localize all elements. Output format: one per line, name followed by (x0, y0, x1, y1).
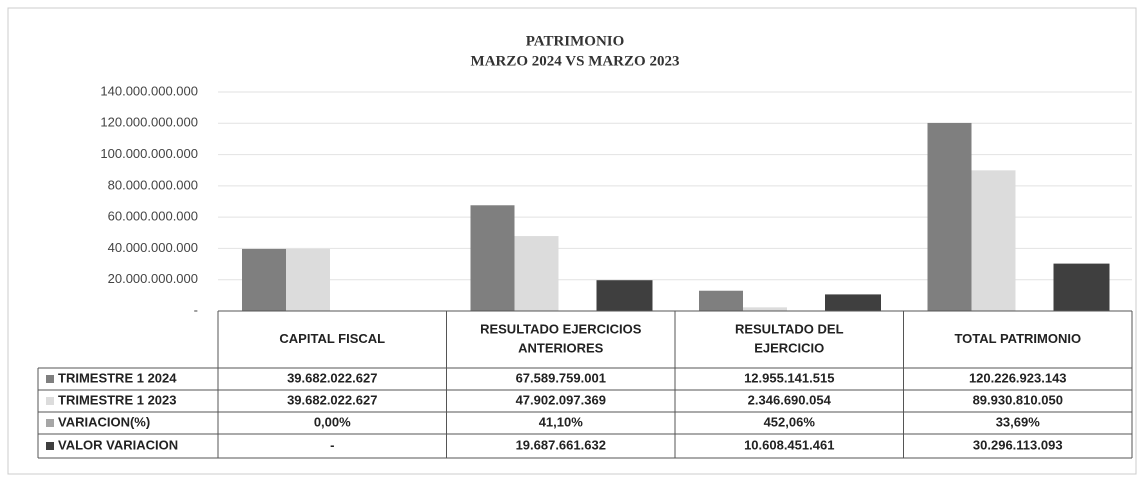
data-label: 0,00% (314, 414, 351, 429)
data-label: 452,06% (764, 414, 816, 429)
data-label: 89.930.810.050 (973, 392, 1063, 407)
chart-subtitle: MARZO 2024 VS MARZO 2023 (471, 53, 680, 69)
category-header: TOTAL PATRIMONIO (954, 331, 1081, 346)
data-label: 30.296.113.093 (973, 437, 1063, 452)
legend-key (46, 442, 54, 450)
data-label: 120.226.923.143 (969, 370, 1067, 385)
y-tick-label: 20.000.000.000 (108, 271, 198, 286)
legend-label: VALOR VARIACION (58, 437, 178, 452)
bar (514, 236, 559, 311)
bar (1053, 263, 1110, 311)
chart-border (7, 7, 1137, 475)
data-label: 2.346.690.054 (748, 392, 832, 407)
bar (971, 170, 1016, 311)
chart-title: PATRIMONIO (526, 33, 625, 49)
data-label: 47.902.097.369 (516, 392, 606, 407)
legend-key (46, 375, 54, 383)
y-tick-label: 100.000.000.000 (100, 146, 198, 161)
data-label: 12.955.141.515 (744, 370, 834, 385)
bar (699, 290, 743, 311)
category-header: RESULTADO DEL EJERCICIO (735, 322, 844, 356)
bar (286, 248, 330, 311)
legend-label: TRIMESTRE 1 2024 (58, 370, 177, 385)
data-label: 39.682.022.627 (287, 370, 377, 385)
bar (743, 307, 787, 311)
y-tick-label: 120.000.000.000 (100, 115, 198, 130)
data-label: 41,10% (539, 414, 584, 429)
y-tick-label: - (194, 302, 198, 317)
y-tick-label: 140.000.000.000 (100, 83, 198, 98)
bar (825, 294, 881, 311)
category-header: RESULTADO EJERCICIOS ANTERIORES (480, 322, 642, 356)
legend-label: TRIMESTRE 1 2023 (58, 392, 177, 407)
data-label: - (330, 437, 334, 452)
category-header: CAPITAL FISCAL (279, 331, 385, 346)
data-label: 19.687.661.632 (516, 437, 606, 452)
data-label: 67.589.759.001 (516, 370, 606, 385)
bar (242, 248, 286, 311)
legend-label: VARIACION(%) (58, 414, 150, 429)
legend-key (46, 397, 54, 405)
y-tick-label: 80.000.000.000 (108, 177, 198, 192)
bar (596, 280, 653, 311)
data-label: 33,69% (996, 414, 1041, 429)
y-tick-label: 40.000.000.000 (108, 240, 198, 255)
bar (927, 122, 972, 311)
legend-key (46, 419, 54, 427)
data-label: 39.682.022.627 (287, 392, 377, 407)
y-tick-label: 60.000.000.000 (108, 209, 198, 224)
data-label: 10.608.451.461 (744, 437, 834, 452)
bar (470, 205, 515, 311)
